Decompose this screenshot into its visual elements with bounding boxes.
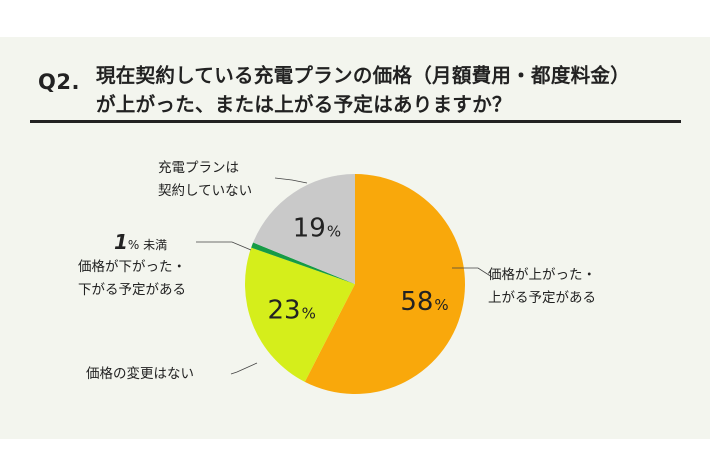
slice-label-lower-line1: 価格が下がった・	[78, 259, 186, 275]
slice-label-raise-line1: 価格が上がった・	[488, 267, 596, 283]
pie-slice-raise	[304, 174, 465, 394]
question-text-line-2: が上がった、または上がる予定はありますか？	[96, 93, 512, 116]
pie-slice-no-contract	[253, 174, 355, 284]
question-number: Q2.	[38, 70, 80, 94]
leader-line-no-contract	[274, 177, 308, 184]
slice-label-no-change-line1: 価格の変更はない	[86, 366, 194, 382]
slice-value-lower: 1% 未満	[114, 231, 167, 257]
slice-value-lower-number: 1	[114, 230, 128, 254]
leader-line-none	[230, 362, 258, 375]
slice-label-no-contract-line1: 充電プランは	[158, 160, 239, 176]
pie-slice-no-change	[244, 247, 355, 382]
question-text-line-1: 現在契約している充電プランの価格（月額費用・都度料金）	[96, 64, 631, 87]
slice-label-no-change: 価格の変更はない	[86, 363, 194, 386]
slice-label-raise: 価格が上がった・ 上がる予定がある	[488, 264, 596, 310]
slice-value-no-change: 23%	[267, 295, 315, 325]
slice-value-no-contract: 19%	[293, 213, 341, 243]
leader-line-lower	[196, 241, 252, 251]
slice-label-raise-line2: 上がる予定がある	[488, 290, 596, 306]
title-underline	[30, 120, 681, 123]
leader-line-raise	[452, 267, 493, 278]
pie-slice-lower	[251, 242, 355, 284]
slice-label-lower-line2: 下がる予定がある	[78, 282, 186, 298]
slice-label-lower: 価格が下がった・ 下がる予定がある	[78, 256, 186, 302]
slice-label-no-contract: 充電プランは 契約していない	[158, 157, 252, 203]
slice-value-lower-unit: % 未満	[127, 238, 168, 252]
slice-value-raise: 58%	[400, 287, 448, 317]
slice-label-no-contract-line2: 契約していない	[158, 183, 253, 199]
